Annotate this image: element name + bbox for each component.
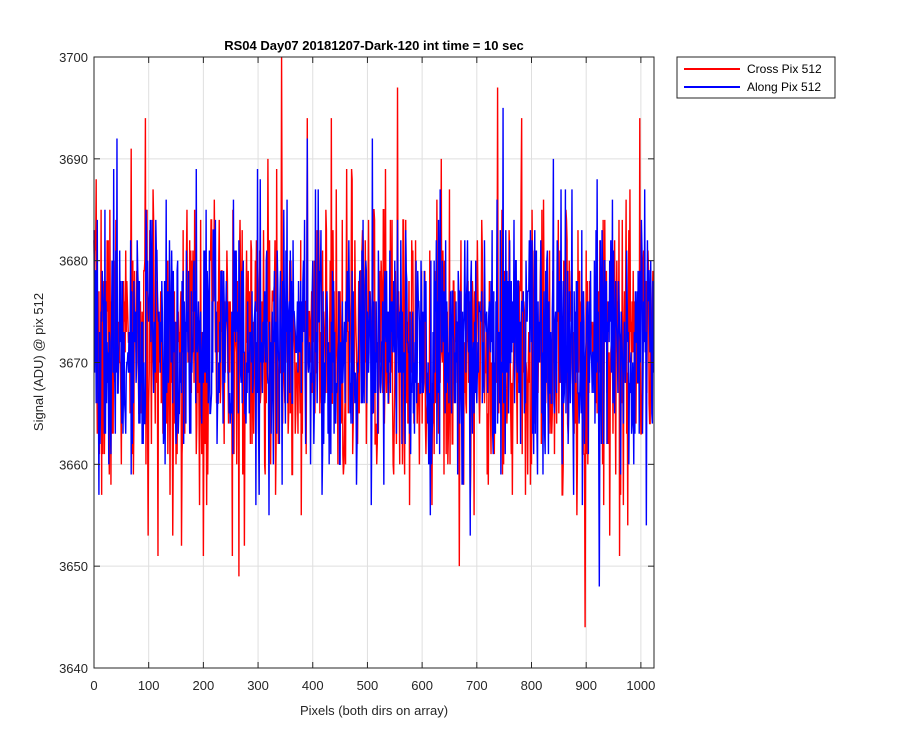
legend-box (676, 56, 836, 99)
y-tick-label: 3670 (59, 356, 88, 371)
chart-title: RS04 Day07 20181207-Dark-120 int time = … (224, 38, 524, 53)
y-tick-label: 3640 (59, 661, 88, 676)
x-tick-label: 1000 (626, 678, 655, 693)
x-tick-label: 600 (411, 678, 433, 693)
series-line-along (93, 107, 655, 587)
legend-label-along: Along Pix 512 (747, 80, 821, 94)
y-tick-label: 3700 (59, 50, 88, 65)
ticks: 0 100 200 300 400 500 600 700 800 900 1000 3640 3650… (59, 50, 655, 693)
x-tick-label: 700 (466, 678, 488, 693)
y-tick-label: 3690 (59, 152, 88, 167)
y-tick-label: 3660 (59, 457, 88, 472)
y-tick-label: 3650 (59, 559, 88, 574)
legend: Cross Pix 512 Along Pix 512 (676, 56, 836, 99)
x-tick-label: 400 (302, 678, 324, 693)
x-tick-label: 200 (193, 678, 215, 693)
x-tick-label: 0 (90, 678, 97, 693)
x-tick-label: 900 (575, 678, 597, 693)
x-tick-label: 500 (357, 678, 379, 693)
x-tick-label: 100 (138, 678, 160, 693)
x-tick-label: 300 (247, 678, 269, 693)
series-layer (93, 56, 655, 628)
x-axis-label: Pixels (both dirs on array) (300, 703, 448, 718)
y-tick-label: 3680 (59, 254, 88, 269)
y-axis-label: Signal (ADU) @ pix 512 (31, 293, 46, 431)
x-tick-label: 800 (521, 678, 543, 693)
legend-label-cross: Cross Pix 512 (747, 62, 822, 76)
